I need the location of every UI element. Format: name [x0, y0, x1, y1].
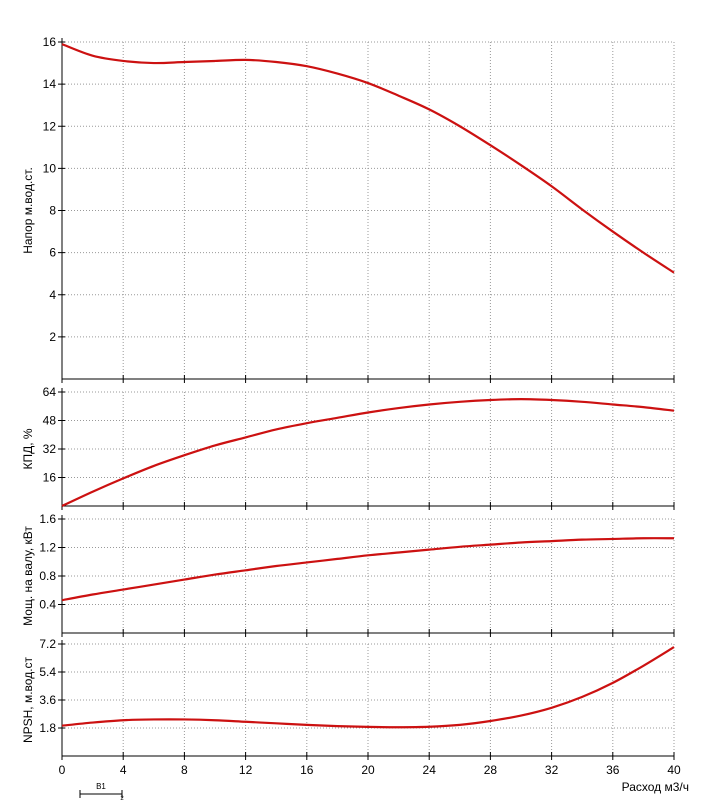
head-y-tick-label: 4: [49, 288, 56, 302]
head-panel: 2 4 6 8 10 12 14 16 Напор м.вод.ст.: [21, 35, 675, 383]
annotation-label: B1: [96, 782, 106, 791]
x-tick-label: 32: [545, 763, 559, 777]
power-panel: 0.4 0.8 1.2 1.6 Мощ. на валу, кВт: [21, 512, 675, 637]
head-y-tick-label: 16: [43, 35, 57, 49]
efficiency-panel: 16 32 48 64 КПД, %: [21, 385, 675, 510]
power-y-tick-label: 1.2: [39, 541, 56, 555]
x-tick-label: 24: [423, 763, 437, 777]
power-y-tick-label: 0.8: [39, 569, 56, 583]
head-y-tick-label: 8: [49, 204, 56, 218]
head-y-tick-label: 14: [43, 77, 57, 91]
power-y-tick-label: 1.6: [39, 512, 56, 526]
power-y-tick-label: 0.4: [39, 598, 56, 612]
efficiency-y-tick-label: 32: [43, 442, 57, 456]
npsh-y-axis-title: NPSH, м.вод.ст: [21, 656, 35, 743]
x-tick-label: 20: [361, 763, 375, 777]
x-axis-title: Расход м3/ч: [622, 780, 689, 794]
efficiency-curve-line: [61, 398, 675, 507]
npsh-y-tick-label: 3.6: [39, 693, 56, 707]
head-curve-line: [61, 43, 675, 274]
npsh-panel: 1.8 3.6 5.4 7.2 NPSH, м.вод.ст: [21, 637, 675, 760]
annotation-sub: 2: [120, 796, 124, 800]
npsh-y-tick-label: 7.2: [39, 637, 56, 651]
npsh-curve-line: [61, 646, 675, 729]
power-y-axis-title: Мощ. на валу, кВт: [21, 526, 35, 626]
efficiency-y-axis-title: КПД, %: [21, 428, 35, 469]
efficiency-y-tick-label: 16: [43, 471, 57, 485]
x-tick-label: 16: [300, 763, 314, 777]
power-curve-line: [61, 537, 675, 602]
head-y-tick-label: 12: [43, 119, 57, 133]
dimension-annotation: B1 2: [79, 782, 124, 800]
x-tick-label: 40: [667, 763, 681, 777]
x-tick-label: 36: [606, 763, 620, 777]
x-tick-label: 4: [120, 763, 127, 777]
efficiency-y-tick-label: 64: [43, 385, 57, 399]
x-tick-label: 28: [484, 763, 498, 777]
npsh-y-tick-label: 5.4: [39, 665, 56, 679]
npsh-y-tick-label: 1.8: [39, 721, 56, 735]
head-y-tick-label: 6: [49, 246, 56, 260]
head-y-tick-label: 2: [49, 330, 56, 344]
head-y-tick-label: 10: [43, 161, 57, 175]
head-y-axis-title: Напор м.вод.ст.: [21, 167, 35, 254]
x-tick-label: 0: [59, 763, 66, 777]
efficiency-y-tick-label: 48: [43, 414, 57, 428]
x-tick-label: 12: [239, 763, 253, 777]
x-tick-label: 8: [181, 763, 188, 777]
flow-x-axis: Расход м3/ч 0 4 8 12 16 20 24 28 32 36 40: [59, 763, 689, 794]
